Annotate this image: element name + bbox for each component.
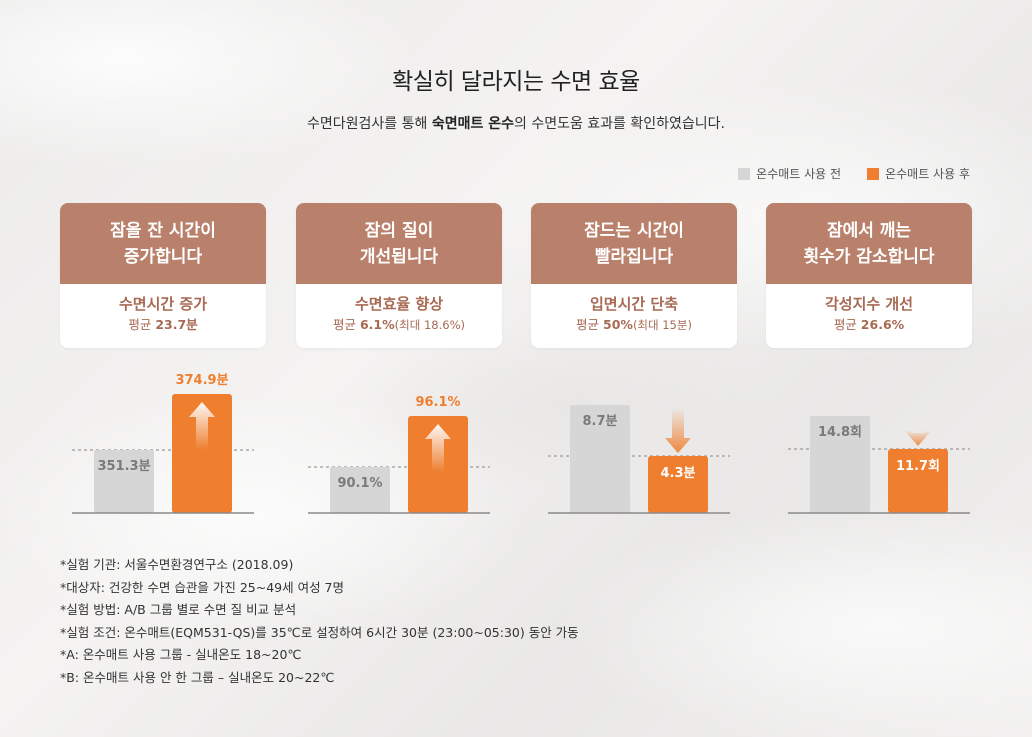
page-subtitle: 수면다원검사를 통해 숙면매트 온수의 수면도움 효과를 확인하였습니다.	[0, 113, 1032, 133]
bar-after	[172, 394, 232, 513]
arrow-up-icon	[189, 402, 215, 450]
legend-label-before: 온수매트 사용 전	[756, 167, 842, 181]
bar-label-before: 14.8회	[818, 424, 862, 440]
card-heading-line1: 잠드는 시간이	[584, 220, 684, 241]
card-metric: 수면효율 향상	[354, 295, 444, 313]
arrow-down-icon	[665, 410, 691, 453]
card-detail-value: 23.7분	[155, 317, 198, 332]
bar-before	[570, 405, 630, 513]
bar-label-before: 90.1%	[337, 476, 382, 491]
card-heading-line2: 횟수가 감소합니다	[803, 246, 935, 267]
subtitle-product: 숙면매트 온수	[431, 116, 514, 132]
arrow-down-icon	[905, 431, 931, 446]
bar-label-after: 96.1%	[415, 395, 460, 410]
card-detail-note: (최대 15분)	[632, 318, 692, 332]
card-heading-line1: 잠의 질이	[364, 220, 434, 241]
bar-after	[888, 449, 948, 513]
card-heading-line2: 개선됩니다	[359, 246, 439, 267]
card-awakening: 잠에서 깨는 횟수가 감소합니다 각성지수 개선 평균 26.6%	[766, 203, 972, 348]
card-detail-note: (최대 18.6%)	[394, 318, 465, 332]
card-detail-value: 50%	[603, 317, 633, 332]
legend-swatch-before	[738, 167, 751, 180]
footnote-line: *실험 방법: A/B 그룹 별로 수면 질 비교 분석	[60, 602, 297, 617]
bar-after	[648, 456, 708, 513]
card-sleep-time: 잠을 잔 시간이 증가합니다 수면시간 증가 평균 23.7분	[60, 203, 266, 348]
card-metric: 각성지수 개선	[824, 295, 914, 313]
bar-before	[810, 416, 870, 513]
card-detail-pre: 평균	[128, 317, 156, 332]
footnote-line: *B: 온수매트 사용 안 한 그룹 – 실내온도 20~22℃	[60, 669, 335, 685]
legend-label-after: 온수매트 사용 후	[885, 167, 970, 181]
bar-before	[330, 467, 390, 513]
footnote-line: *실험 기관: 서울수면환경연구소 (2018.09)	[60, 557, 294, 572]
card-header: 잠의 질이 개선됩니다	[296, 203, 502, 284]
legend-item-before: 온수매트 사용 전	[738, 165, 841, 182]
page-title: 확실히 달라지는 수면 효율	[392, 69, 640, 95]
subtitle-pre: 수면다원검사를 통해	[307, 116, 432, 132]
footnote-line: *대상자: 건강한 수면 습관을 가진 25~49세 여성 7명	[60, 579, 345, 595]
footnote-line: *A: 온수매트 사용 그룹 - 실내온도 18~20℃	[60, 647, 302, 662]
bar-before	[94, 450, 154, 513]
bar-label-after: 4.3분	[661, 466, 696, 481]
legend-swatch-after	[867, 167, 880, 180]
card-metric: 수면시간 증가	[118, 295, 208, 313]
legend-item-after: 온수매트 사용 후	[867, 165, 970, 182]
card-sleep-quality: 잠의 질이 개선됩니다 수면효율 향상 평균 6.1%(최대 18.6%)	[296, 203, 502, 348]
card-detail-pre: 평균	[333, 317, 360, 332]
footnote-line: *실험 조건: 온수매트(EQM531-QS)를 35℃로 설정하여 6시간 3…	[60, 624, 579, 640]
card-header: 잠에서 깨는 횟수가 감소합니다	[766, 203, 972, 284]
card-detail: 평균 26.6%	[766, 315, 972, 335]
footnotes: *실험 기관: 서울수면환경연구소 (2018.09) *대상자: 건강한 수면…	[60, 554, 579, 689]
card-heading-line1: 잠에서 깨는	[826, 220, 912, 241]
card-header: 잠드는 시간이 빨라집니다	[531, 203, 737, 284]
card-detail-value: 6.1%	[359, 317, 395, 332]
card-heading-line1: 잠을 잔 시간이	[110, 220, 216, 241]
bar-label-before: 351.3분	[97, 459, 150, 474]
card-header: 잠을 잔 시간이 증가합니다	[60, 203, 266, 284]
bar-label-before: 8.7분	[583, 414, 618, 429]
card-detail: 평균 50%(최대 15분)	[531, 315, 737, 335]
subtitle-post: 의 수면도움 효과를 확인하였습니다.	[513, 116, 725, 132]
card-metric: 입면시간 단축	[589, 295, 679, 313]
arrow-up-icon	[425, 424, 451, 472]
card-detail-pre: 평균	[576, 317, 604, 332]
bar-label-after: 11.7회	[896, 458, 940, 474]
card-detail-value: 26.6%	[860, 317, 905, 332]
card-sleep-onset: 잠드는 시간이 빨라집니다 입면시간 단축 평균 50%(최대 15분)	[531, 203, 737, 348]
legend: 온수매트 사용 전 온수매트 사용 후	[738, 165, 970, 182]
card-heading-line2: 증가합니다	[123, 246, 203, 267]
card-detail: 평균 6.1%(최대 18.6%)	[296, 315, 502, 335]
card-detail-pre: 평균	[833, 317, 861, 332]
card-detail: 평균 23.7분	[60, 315, 266, 335]
bar-label-after: 374.9분	[175, 373, 228, 388]
card-heading-line2: 빨라집니다	[594, 246, 674, 267]
